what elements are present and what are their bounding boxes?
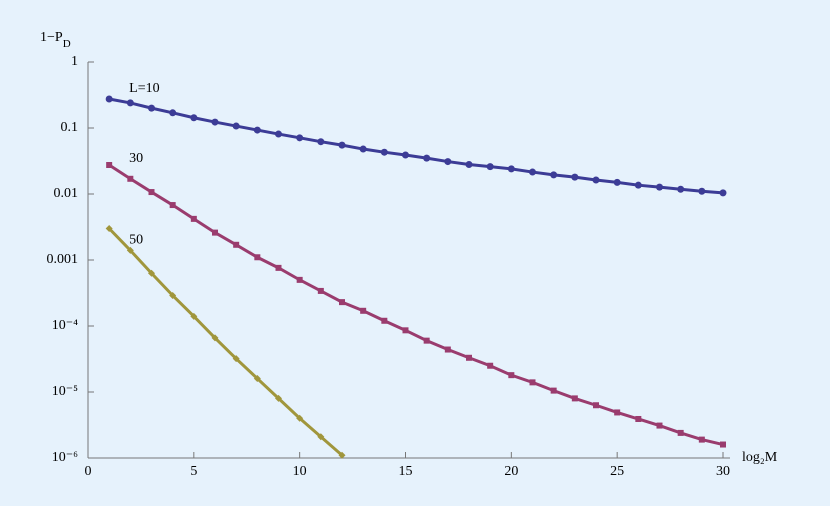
point	[338, 451, 346, 459]
point	[571, 395, 578, 402]
point	[719, 189, 727, 197]
point	[635, 415, 642, 422]
point	[592, 176, 600, 184]
point	[232, 355, 240, 363]
point	[232, 122, 240, 130]
point	[148, 104, 155, 112]
point	[253, 126, 261, 134]
y-tick-label: 10⁻⁵	[52, 384, 78, 399]
series-label: 50	[129, 233, 143, 248]
series-label: L=10	[129, 81, 159, 96]
point	[402, 151, 409, 159]
point	[698, 187, 706, 195]
y-tick-label: 10⁻⁴	[52, 318, 78, 333]
point	[296, 134, 304, 142]
y-label-sub: D	[63, 38, 71, 50]
point	[275, 394, 282, 402]
point	[106, 162, 113, 169]
point	[486, 163, 494, 171]
y-tick-label: 1	[71, 54, 78, 69]
point	[127, 175, 134, 182]
point	[380, 148, 388, 156]
point	[275, 130, 282, 138]
point	[614, 409, 621, 416]
point	[444, 158, 452, 166]
point	[275, 264, 282, 271]
y-tick-label: 0.01	[54, 186, 79, 201]
point	[634, 181, 642, 189]
y-label-main: 1−P	[40, 30, 63, 45]
point	[190, 114, 198, 122]
point	[677, 185, 685, 193]
x-tick-label: 10	[293, 464, 307, 479]
point	[508, 372, 515, 379]
point	[296, 276, 303, 283]
point	[296, 414, 304, 422]
point	[148, 189, 155, 196]
point	[233, 241, 240, 248]
point	[190, 312, 198, 320]
x-tick-label: 15	[399, 464, 413, 479]
point	[656, 183, 663, 191]
point	[338, 141, 346, 149]
x-tick-label: 5	[190, 464, 197, 479]
point	[550, 171, 558, 179]
point	[381, 317, 388, 324]
series-label: 30	[129, 151, 143, 166]
point	[190, 215, 197, 222]
point	[254, 254, 261, 261]
point	[487, 362, 494, 369]
point	[317, 433, 325, 441]
point	[126, 99, 134, 107]
point	[677, 429, 684, 436]
series-line	[108, 163, 724, 446]
point	[148, 269, 155, 277]
point	[402, 327, 409, 334]
point	[720, 441, 726, 448]
point	[423, 154, 431, 162]
point	[571, 173, 579, 181]
point	[169, 109, 177, 117]
x-tick-label: 20	[504, 464, 518, 479]
x-tick-label: 25	[610, 464, 624, 479]
point	[360, 307, 367, 314]
point	[169, 291, 177, 299]
point	[211, 334, 219, 342]
point	[444, 346, 451, 353]
point	[105, 225, 113, 233]
x-axis-label: log₂M	[742, 450, 778, 465]
point	[507, 165, 515, 173]
point	[698, 436, 705, 443]
point	[466, 354, 472, 361]
y-tick-label: 0.001	[47, 252, 79, 267]
point	[212, 229, 218, 236]
x-tick-label: 0	[85, 464, 92, 479]
point	[339, 299, 345, 306]
y-tick-label: 0.1	[61, 120, 79, 135]
point	[317, 287, 324, 294]
point	[253, 375, 261, 383]
y-tick-label: 10⁻⁶	[52, 450, 78, 465]
point	[359, 145, 367, 153]
point	[317, 138, 325, 146]
point	[529, 379, 536, 386]
series-line	[108, 227, 343, 457]
point	[105, 95, 113, 103]
point	[593, 402, 599, 409]
y-axis-label: 1−PD	[40, 30, 71, 49]
point	[656, 422, 663, 429]
x-tick-label: 30	[716, 464, 730, 479]
point	[529, 168, 536, 176]
point	[423, 337, 430, 344]
point	[169, 202, 176, 209]
point	[613, 178, 621, 186]
point	[126, 246, 134, 254]
point	[550, 387, 557, 394]
point	[211, 118, 219, 126]
series-line	[108, 97, 724, 195]
point	[465, 160, 473, 168]
